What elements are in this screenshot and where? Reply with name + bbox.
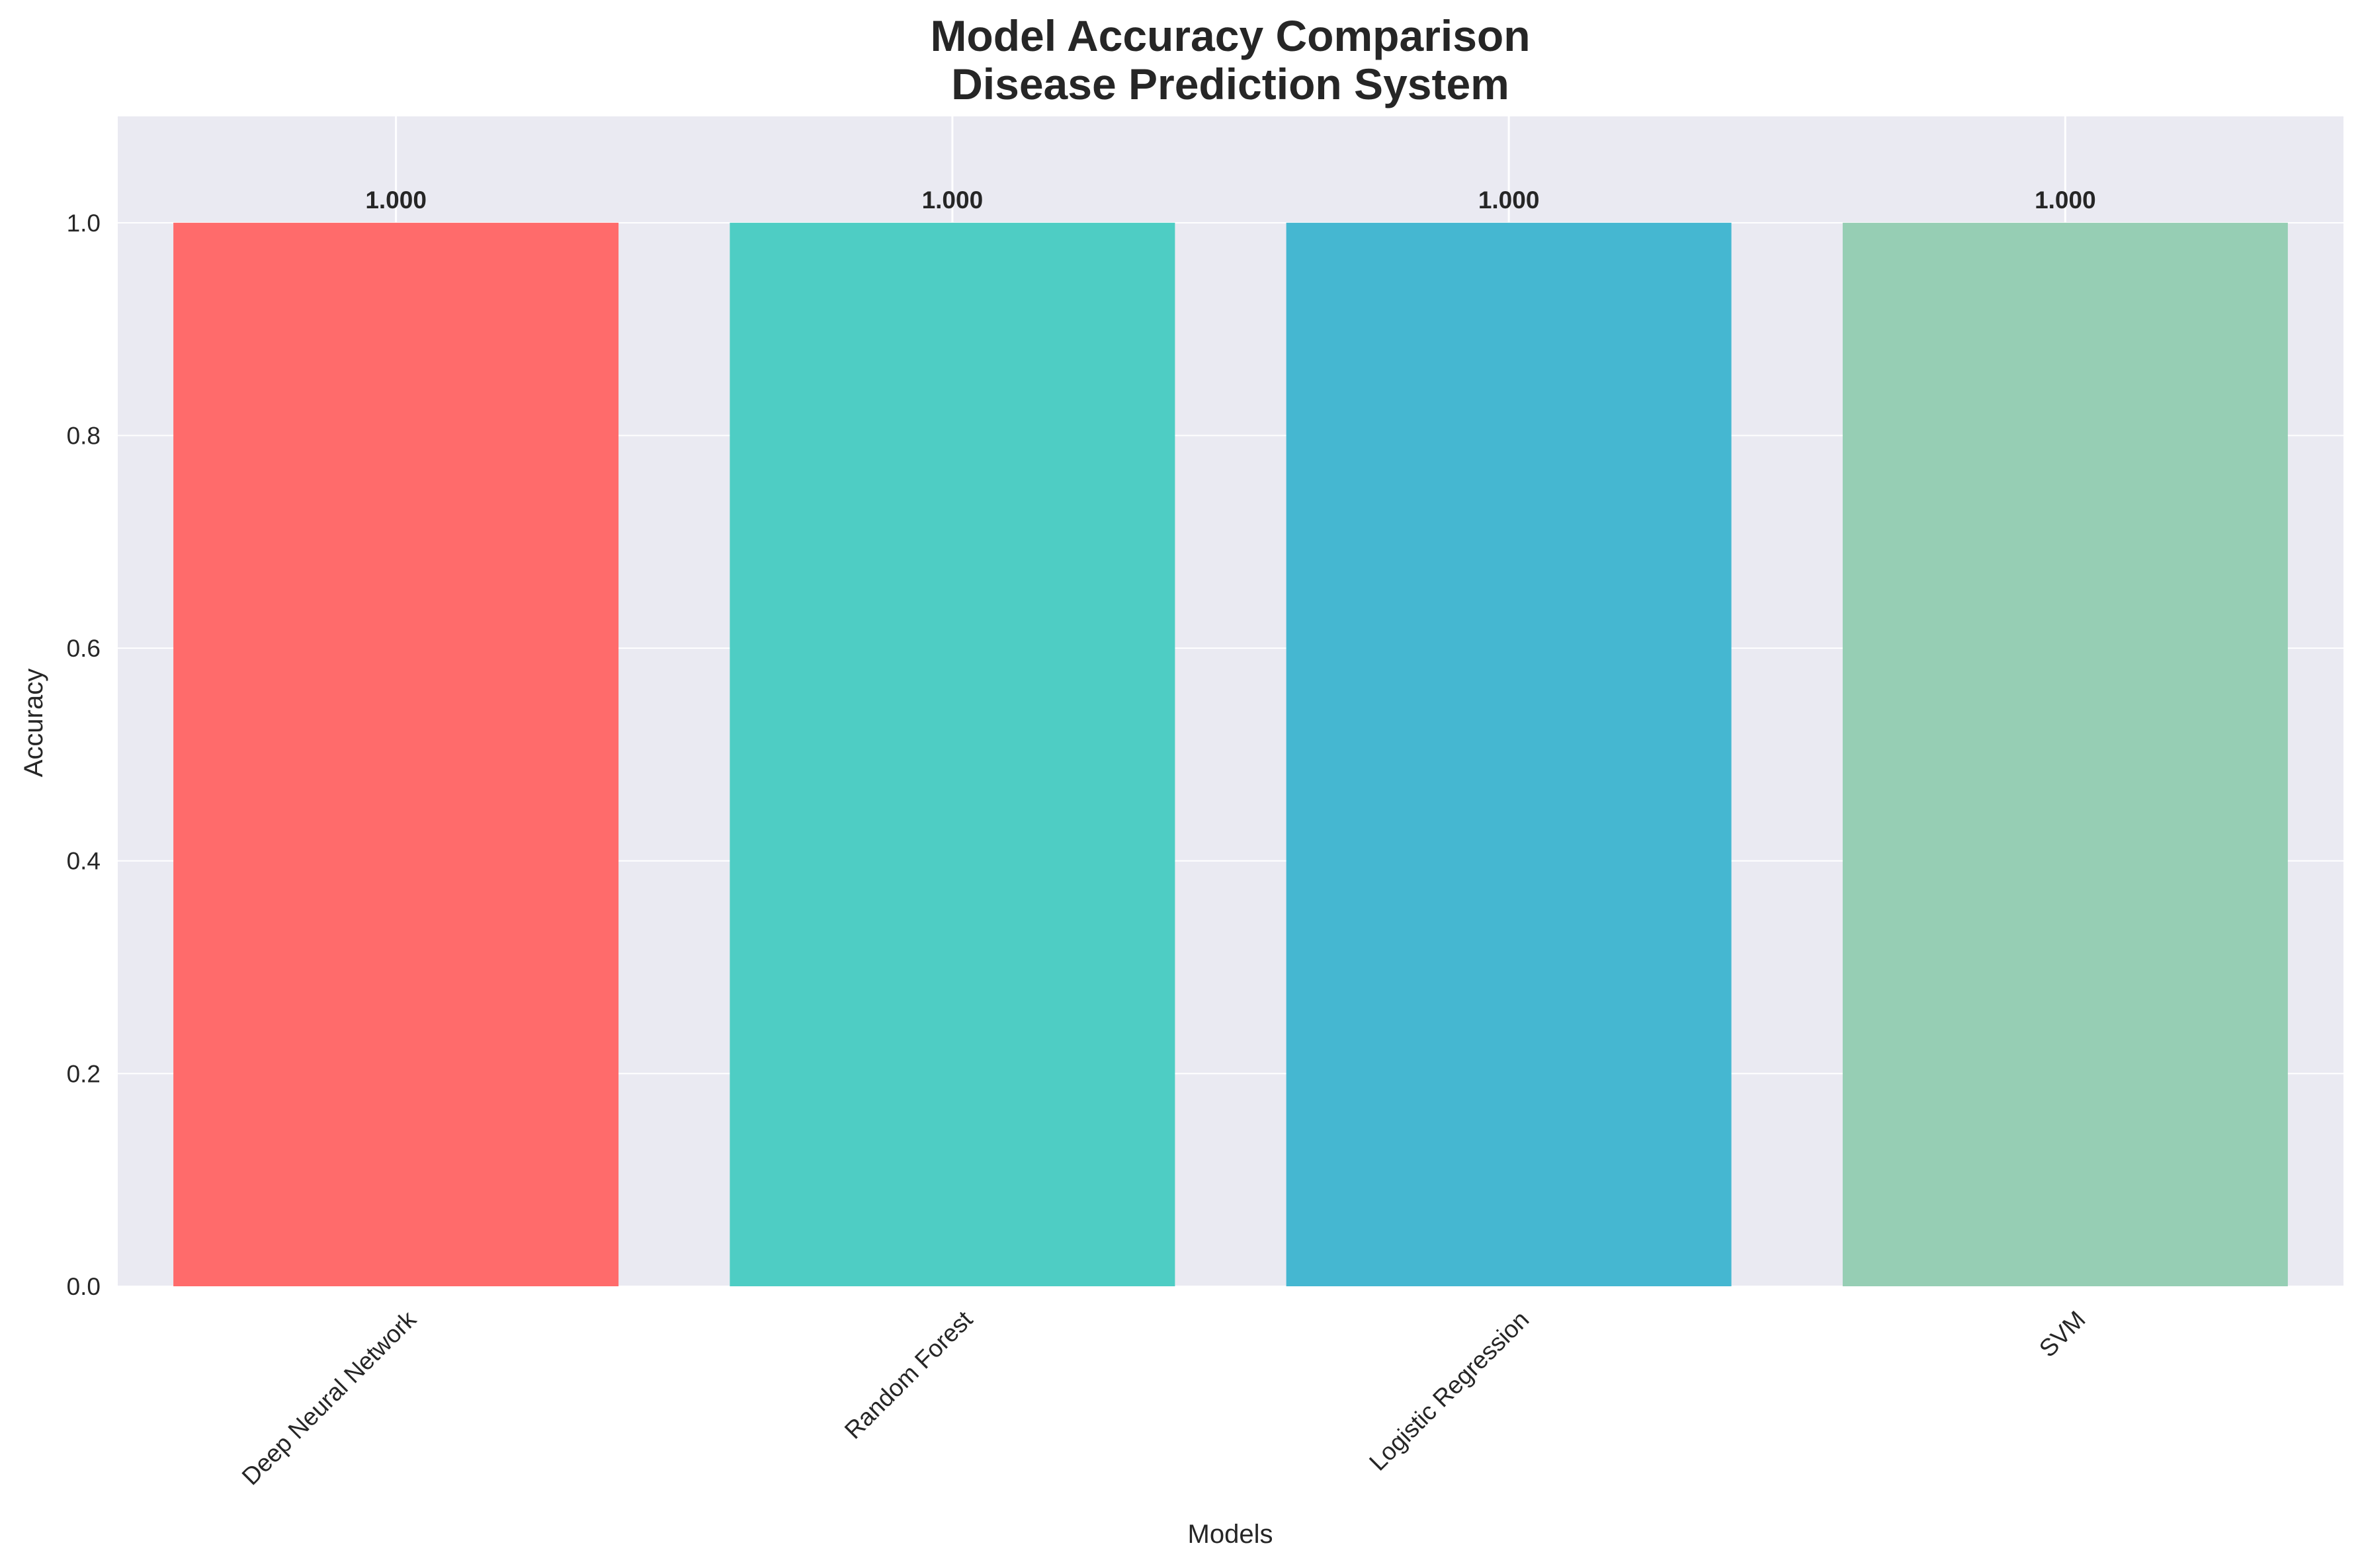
- y-tick-label: 0.6: [67, 635, 101, 662]
- chart-title: Model Accuracy Comparison: [930, 11, 1530, 60]
- bar-value-label: 1.000: [1478, 186, 1540, 214]
- bar-random-forest: [730, 222, 1175, 1287]
- y-tick-label: 1.0: [67, 210, 101, 237]
- data-labels: 1.000 1.000 1.000 1.000: [365, 186, 2095, 214]
- y-axis-label: Accuracy: [19, 669, 48, 778]
- y-tick-label: 0.2: [67, 1060, 101, 1087]
- bars: [173, 222, 2288, 1287]
- x-axis-label: Models: [1188, 1520, 1273, 1549]
- x-tick-label: Logistic Regression: [1364, 1305, 1534, 1475]
- bar-svm: [1842, 222, 2288, 1287]
- y-tick-label: 0.8: [67, 422, 101, 449]
- y-axis-ticks: 0.0 0.2 0.4 0.6 0.8 1.0: [67, 210, 101, 1300]
- bar-value-label: 1.000: [922, 186, 984, 214]
- bar-value-label: 1.000: [2035, 186, 2096, 214]
- bar-value-label: 1.000: [365, 186, 427, 214]
- y-tick-label: 0.0: [67, 1273, 101, 1300]
- x-tick-label: SVM: [2034, 1305, 2091, 1362]
- bar-deep-neural-network: [173, 222, 619, 1287]
- chart-subtitle: Disease Prediction System: [951, 60, 1509, 108]
- x-axis-ticks: Deep Neural Network Random Forest Logistic…: [237, 1305, 2091, 1491]
- x-tick-label: Deep Neural Network: [237, 1305, 421, 1490]
- y-tick-label: 0.4: [67, 848, 101, 875]
- x-tick-label: Random Forest: [839, 1305, 978, 1444]
- bar-logistic-regression: [1286, 222, 1732, 1287]
